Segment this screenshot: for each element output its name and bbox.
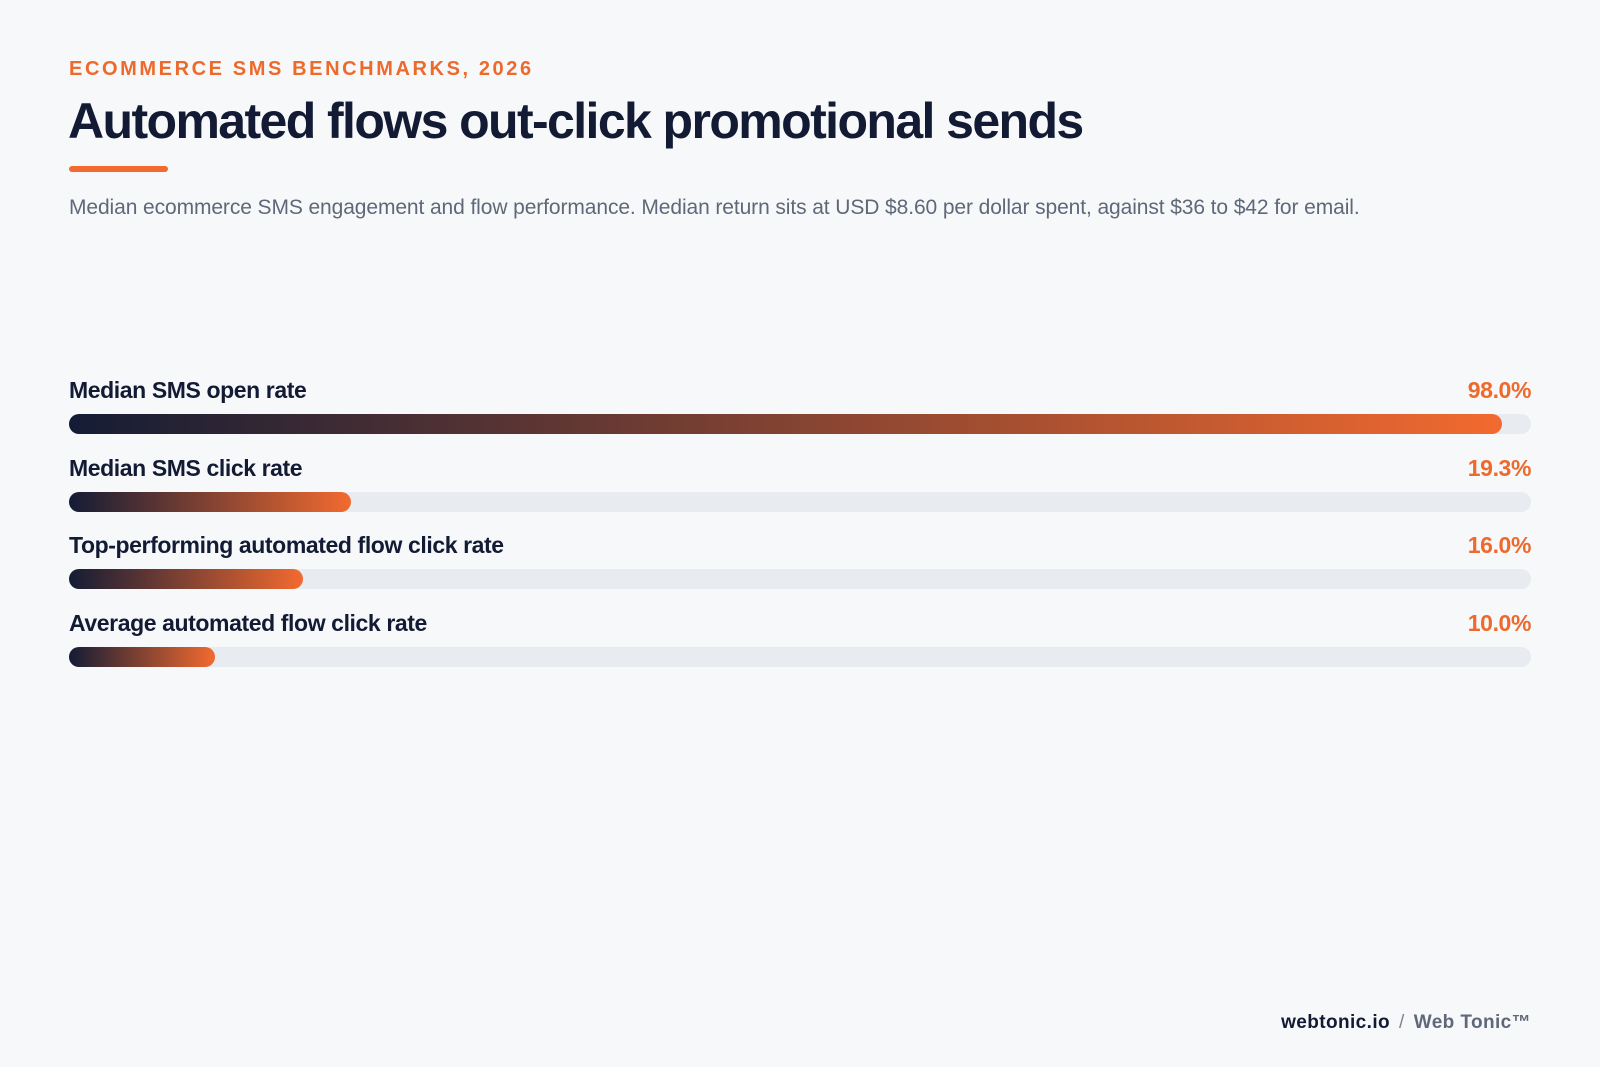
bar-row: Average automated flow click rate 10.0% — [69, 607, 1531, 685]
bar-label: Median SMS click rate — [69, 454, 303, 481]
bar-label: Average automated flow click rate — [69, 609, 427, 636]
subtitle: Median ecommerce SMS engagement and flow… — [69, 196, 1360, 219]
bar-track — [69, 414, 1531, 434]
bar-fill — [69, 414, 1502, 434]
bar-label: Median SMS open rate — [69, 377, 307, 403]
footer-site: webtonic.io — [1281, 1012, 1391, 1033]
bar-row: Median SMS open rate 98.0% — [69, 374, 1531, 452]
bar-label: Top-performing automated flow click rate — [69, 532, 504, 558]
footer-credit: webtonic.io / Web Tonic™ — [1281, 1012, 1531, 1034]
bar-fill — [69, 646, 216, 667]
bar-chart: Median SMS open rate 98.0% Median SMS clic… — [69, 374, 1531, 684]
bar-track — [69, 646, 1531, 667]
footer-brand: Web Tonic™ — [1413, 1012, 1531, 1033]
bar-row: Top-performing automated flow click rate… — [69, 529, 1531, 607]
eyebrow-label: ECOMMERCE SMS BENCHMARKS, 2026 — [69, 58, 534, 80]
bar-fill — [69, 569, 303, 589]
page-title: Automated flows out-click promotional se… — [68, 93, 1084, 149]
title-underline — [69, 166, 168, 172]
footer-separator: / — [1399, 1012, 1405, 1033]
bar-value-label: 10.0% — [1467, 609, 1532, 636]
bar-fill — [69, 491, 352, 512]
bar-value-label: 19.3% — [1467, 454, 1532, 481]
bar-track — [69, 491, 1531, 512]
bar-row: Median SMS click rate 19.3% — [69, 452, 1531, 530]
bar-value-label: 98.0% — [1467, 377, 1532, 403]
bar-track — [69, 569, 1531, 589]
bar-value-label: 16.0% — [1467, 532, 1532, 558]
